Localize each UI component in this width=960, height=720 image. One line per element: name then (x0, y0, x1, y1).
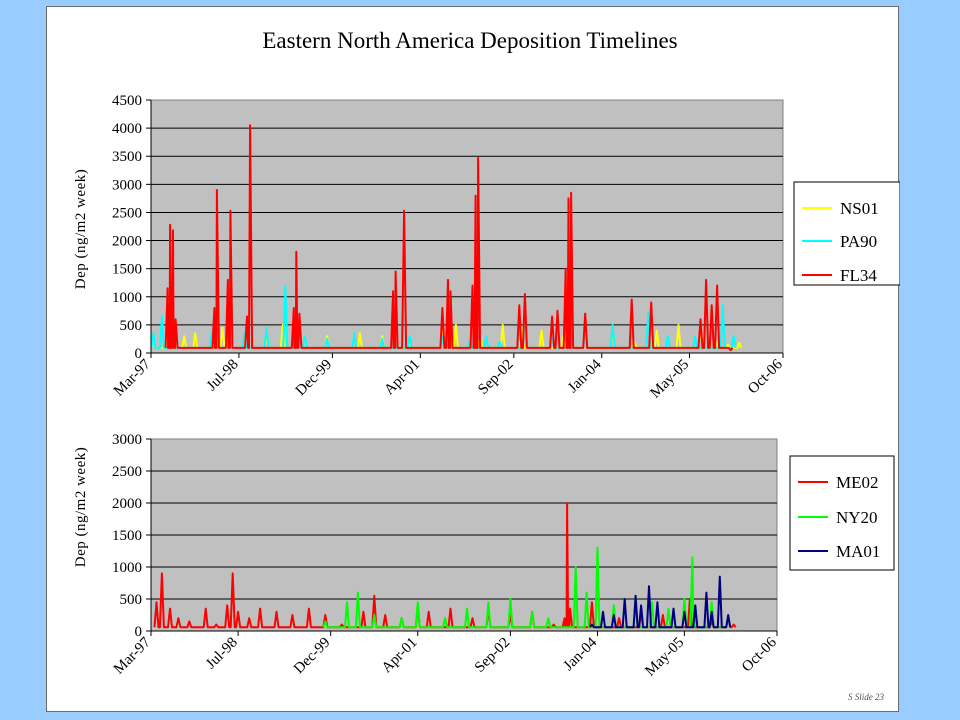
x-tick-label: Dec-99 (291, 635, 334, 678)
top-legend (793, 181, 900, 286)
x-tick-label: Dec-99 (293, 357, 336, 400)
y-tick-label: 4000 (112, 121, 142, 137)
y-tick-label: 500 (120, 318, 143, 334)
y-tick-label: 0 (135, 346, 143, 362)
x-tick-label: Jul-98 (203, 635, 241, 673)
legend-label-ma01: MA01 (836, 542, 880, 561)
y-tick-label: 0 (135, 624, 143, 640)
y-tick-label: 2500 (112, 464, 142, 480)
slide-number: S Slide 23 (848, 692, 884, 702)
y-tick-label: 3000 (112, 432, 142, 448)
x-tick-label: Jul-98 (204, 357, 242, 395)
legend-label-ns01: NS01 (840, 199, 879, 218)
bottom-y-axis-label: Dep (ng/m2 week) (73, 447, 89, 567)
x-tick-label: Oct-06 (739, 634, 780, 675)
bottom-chart: 0 500 1000 1500 2000 2500 3000 Mar-97 Jul-98 Dec-… (73, 432, 895, 680)
y-tick-label: 3500 (112, 149, 142, 165)
legend-label-pa90: PA90 (840, 232, 877, 251)
legend-label-ny20: NY20 (836, 508, 878, 527)
chart-canvas: Eastern North America Deposition Timelin… (73, 28, 900, 680)
x-tick-label: Oct-06 (745, 356, 786, 397)
y-tick-label: 4500 (112, 93, 142, 109)
y-tick-label: 1000 (112, 290, 142, 306)
x-tick-label: Jan-04 (561, 634, 601, 674)
top-y-axis-label: Dep (ng/m2 week) (73, 169, 89, 289)
x-tick-label: Apr-01 (381, 357, 423, 399)
y-tick-label: 2000 (112, 234, 142, 250)
x-tick-label: Mar-97 (111, 634, 154, 677)
top-plot-area (150, 99, 784, 354)
chart-title: Eastern North America Deposition Timelin… (262, 28, 677, 53)
x-tick-label: Mar-97 (111, 356, 154, 399)
y-tick-label: 2500 (112, 205, 142, 221)
y-tick-label: 3000 (112, 177, 142, 193)
x-tick-label: May-05 (642, 635, 687, 680)
y-tick-label: 1500 (112, 262, 142, 278)
x-tick-label: Sep-02 (475, 357, 516, 398)
top-chart: 0 500 1000 1500 2000 2500 3000 3500 4000 4500 Mar-… (73, 93, 900, 401)
y-tick-label: 2000 (112, 496, 142, 512)
x-tick-label: Sep-02 (472, 635, 513, 676)
series-line-ma01 (589, 575, 732, 629)
y-tick-label: 1500 (112, 528, 142, 544)
y-tick-label: 1000 (112, 560, 142, 576)
legend-label-fl34: FL34 (840, 266, 877, 285)
y-tick-label: 500 (120, 592, 143, 608)
x-tick-label: May-05 (647, 357, 692, 402)
chart-figure: Eastern North America Deposition Timelin… (46, 6, 900, 712)
x-tick-label: Jan-04 (565, 356, 605, 396)
legend-label-me02: ME02 (836, 473, 879, 492)
x-tick-label: Apr-01 (379, 635, 421, 677)
series-line-fl34 (164, 124, 734, 352)
